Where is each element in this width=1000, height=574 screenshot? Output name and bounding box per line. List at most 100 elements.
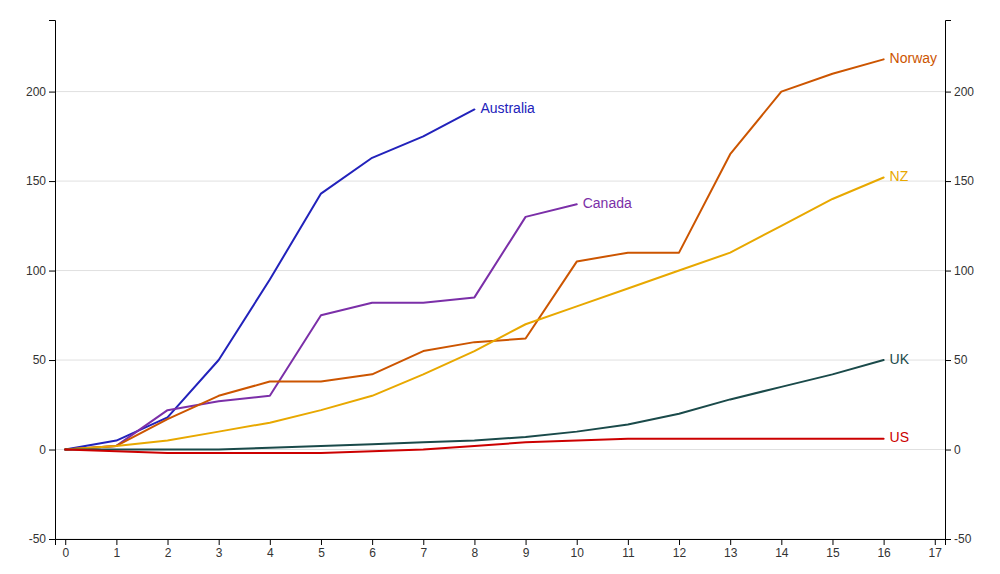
y-axis-tick: 0 bbox=[39, 443, 55, 457]
x-axis-tick-label: 11 bbox=[622, 546, 635, 560]
x-axis-tick-mark bbox=[781, 539, 782, 545]
y2-axis-tick: 100 bbox=[945, 264, 974, 278]
x-axis-tick: 15 bbox=[826, 539, 840, 560]
series-label: Canada bbox=[583, 195, 632, 211]
y-axis-tick: 100 bbox=[26, 264, 55, 278]
series-labels: Australia Canada Norway NZ UK US bbox=[480, 50, 937, 445]
y2-axis-tick-mark bbox=[945, 450, 951, 451]
x-axis-tick-mark bbox=[526, 539, 527, 545]
x-axis-tick-label: 14 bbox=[775, 546, 789, 560]
x-axis-tick-mark bbox=[577, 539, 578, 545]
y2-axis-tick-mark bbox=[945, 271, 951, 272]
y2-axis-tick-mark bbox=[945, 360, 951, 361]
x-axis-tick-label: 10 bbox=[571, 546, 585, 560]
series-line bbox=[65, 439, 883, 453]
series-line bbox=[65, 59, 883, 449]
x-axis-tick-mark bbox=[168, 539, 169, 545]
x-axis-tick-label: 0 bbox=[62, 546, 69, 560]
x-axis-tick-mark bbox=[65, 539, 66, 545]
y-axis-tick-label: 0 bbox=[39, 443, 46, 457]
x-axis-tick-label: 6 bbox=[369, 546, 376, 560]
y2-axis-tick-label: 200 bbox=[954, 85, 974, 99]
y-axis-tick-label: 100 bbox=[26, 264, 46, 278]
x-axis-tick-mark bbox=[219, 539, 220, 545]
y2-axis-tick: 50 bbox=[945, 353, 968, 367]
x-axis-tick-label: 12 bbox=[673, 546, 687, 560]
x-axis-tick: 4 bbox=[267, 539, 274, 560]
x-axis-tick-label: 1 bbox=[114, 546, 121, 560]
x-axis-tick: 12 bbox=[673, 539, 687, 560]
series-label: UK bbox=[890, 351, 910, 367]
grid-line bbox=[55, 181, 945, 182]
x-axis-tick: 11 bbox=[622, 539, 635, 560]
y-axis-tick: 150 bbox=[26, 174, 55, 188]
y-axis-tick-label: -50 bbox=[29, 532, 47, 546]
x-axis-line bbox=[56, 540, 946, 546]
x-axis-tick: 1 bbox=[114, 539, 121, 560]
x-axis-tick: 8 bbox=[472, 539, 479, 560]
y2-axis-tick-mark bbox=[945, 539, 951, 540]
x-axis-tick-mark bbox=[730, 539, 731, 545]
x-axis-tick: 9 bbox=[523, 539, 530, 560]
x-axis-tick-mark bbox=[628, 539, 629, 545]
x-axis-tick-label: 13 bbox=[724, 546, 738, 560]
x-axis-tick-label: 3 bbox=[216, 546, 223, 560]
x-axis-tick-mark bbox=[423, 539, 424, 545]
x-axis-tick: 0 bbox=[62, 539, 69, 560]
x-axis-tick: 14 bbox=[775, 539, 789, 560]
y2-axis-tick-mark bbox=[945, 92, 951, 93]
y2-axis-line bbox=[946, 21, 952, 540]
x-axis-tick-label: 2 bbox=[165, 546, 172, 560]
series-label: Australia bbox=[480, 100, 535, 116]
y-axis-tick: 200 bbox=[26, 85, 55, 99]
y-axis-tick-mark bbox=[49, 450, 55, 451]
series-line bbox=[65, 109, 474, 449]
x-axis-tick-mark bbox=[935, 539, 936, 545]
x-axis-tick-mark bbox=[321, 539, 322, 545]
plot: 01234567891011121314151617-5005010015020… bbox=[26, 21, 974, 560]
x-axis-tick-mark bbox=[270, 539, 271, 545]
y2-axis-tick-label: 50 bbox=[954, 353, 968, 367]
y2-axis-tick: 150 bbox=[945, 174, 974, 188]
series-label: NZ bbox=[890, 168, 909, 184]
series-label: Norway bbox=[890, 50, 937, 66]
grid-line bbox=[55, 270, 945, 271]
x-axis-tick-mark bbox=[372, 539, 373, 545]
x-axis-tick-label: 17 bbox=[929, 546, 943, 560]
series-label: US bbox=[890, 429, 909, 445]
grid-line bbox=[55, 360, 945, 361]
y2-axis-tick-label: -50 bbox=[954, 532, 972, 546]
x-axis-tick-label: 8 bbox=[472, 546, 479, 560]
x-axis-tick-label: 7 bbox=[420, 546, 427, 560]
y-axis-tick-label: 200 bbox=[26, 85, 46, 99]
y2-axis-tick: 0 bbox=[945, 443, 961, 457]
y2-axis-tick-label: 150 bbox=[954, 174, 974, 188]
y2-axis-tick: -50 bbox=[945, 532, 972, 546]
series-line bbox=[65, 204, 576, 449]
x-axis-tick-label: 5 bbox=[318, 546, 325, 560]
y-axis-tick-label: 150 bbox=[26, 174, 46, 188]
x-axis-tick: 10 bbox=[571, 539, 585, 560]
x-axis-tick-label: 15 bbox=[826, 546, 840, 560]
x-axis-tick: 3 bbox=[216, 539, 223, 560]
x-axis-tick: 5 bbox=[318, 539, 325, 560]
y-axis-tick-mark bbox=[49, 181, 55, 182]
x-axis-tick: 2 bbox=[165, 539, 172, 560]
x-axis-tick-mark bbox=[679, 539, 680, 545]
x-axis-tick-label: 16 bbox=[877, 546, 891, 560]
y2-axis-tick-mark bbox=[945, 181, 951, 182]
x-axis: 01234567891011121314151617 bbox=[56, 539, 946, 560]
y-axis-tick: -50 bbox=[29, 532, 55, 546]
y2-axis-tick-label: 100 bbox=[954, 264, 974, 278]
y-axis-tick-mark bbox=[49, 271, 55, 272]
y-axis-tick: 50 bbox=[33, 353, 55, 367]
x-axis-tick: 16 bbox=[877, 539, 891, 560]
y-axis-tick-mark bbox=[49, 92, 55, 93]
x-axis-tick: 17 bbox=[929, 539, 943, 560]
x-axis-tick: 7 bbox=[420, 539, 427, 560]
series-line bbox=[65, 360, 883, 449]
x-axis-tick-mark bbox=[884, 539, 885, 545]
y-axis-line bbox=[49, 21, 56, 540]
x-axis-tick-label: 4 bbox=[267, 546, 274, 560]
lines bbox=[65, 59, 883, 453]
